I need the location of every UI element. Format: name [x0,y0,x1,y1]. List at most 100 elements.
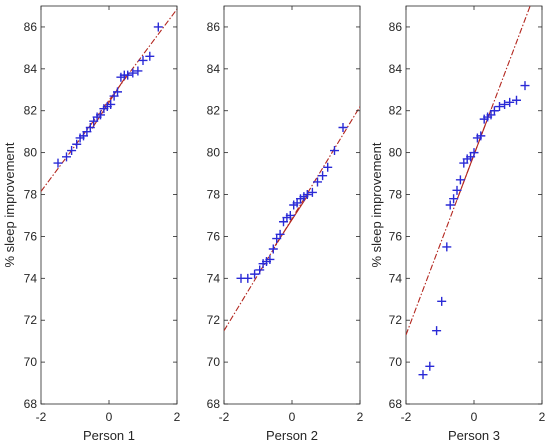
y-tick-label: 82 [389,104,403,118]
y-tick-label: 82 [207,104,221,118]
y-tick-label: 80 [389,146,403,160]
data-point [255,265,265,275]
marks-person-3 [406,6,531,380]
x-tick-label: 2 [174,410,181,424]
y-tick-label: 86 [24,20,38,34]
x-axis-label-person-1: Person 1 [83,428,135,443]
y-tick-label: 74 [389,271,403,285]
data-point [455,175,465,185]
axes-frame-person-1 [40,5,178,405]
x-tick-label: -2 [36,410,47,424]
data-point [338,122,348,132]
y-tick-label: 72 [24,313,38,327]
y-tick-label: 80 [207,146,221,160]
x-tick-label: -2 [219,410,230,424]
data-point [275,229,285,239]
y-tick-label: 84 [389,62,403,76]
data-point [318,171,328,181]
data-point [520,81,530,91]
x-tick-label: -2 [401,410,412,424]
data-point [268,244,278,254]
data-point [153,22,163,32]
y-tick-label: 68 [389,397,403,411]
data-point [106,99,116,109]
y-tick-label: 82 [24,104,38,118]
y-tick-label: 86 [207,20,221,34]
y-tick-label: 68 [207,397,221,411]
data-point [323,162,333,172]
y-tick-label: 74 [207,271,221,285]
y-tick-label: 70 [389,355,403,369]
data-point [512,95,521,105]
fit-line-dashdot [224,106,360,331]
data-point [437,296,447,306]
data-point [128,68,138,78]
data-point [113,87,122,97]
data-point [505,97,515,107]
data-point [476,131,486,141]
ticks-person-1: 68 70 72 74 76 78 80 82 84 86 -2 0 2 [24,6,181,424]
y-tick-label: 68 [24,397,38,411]
data-point [243,273,253,283]
data-point [469,148,479,158]
data-point [425,361,435,371]
y-tick-label: 86 [389,20,403,34]
x-tick-label: 2 [539,410,546,424]
data-point [96,110,105,120]
y-tick-label: 78 [24,188,38,202]
y-tick-label: 78 [207,188,221,202]
y-tick-label: 84 [207,62,221,76]
data-point [330,146,339,156]
x-axis-label-person-2: Person 2 [266,428,318,443]
x-tick-label: 0 [471,410,478,424]
data-point [145,51,155,61]
data-point [138,55,148,65]
data-point [302,190,312,200]
data-point [62,152,71,162]
y-tick-label: 78 [389,188,403,202]
axes-frame-person-3 [405,5,543,405]
data-point [67,146,77,156]
y-tick-label: 70 [207,355,221,369]
data-point [500,99,510,109]
y-tick-label: 80 [24,146,38,160]
data-point [449,194,459,204]
marks-person-1 [41,8,177,192]
y-axis-label-person-3: % sleep improvement [369,142,384,267]
data-point [285,210,295,220]
y-tick-label: 72 [389,313,403,327]
data-point [313,177,322,187]
data-point [250,269,260,279]
ticks-person-3: 68 70 72 74 76 78 80 82 84 86 -2 0 2 [389,6,546,424]
data-point [445,200,455,210]
marks-person-2 [224,106,360,331]
x-axis-label-person-3: Person 3 [448,428,500,443]
data-point [53,158,63,168]
x-tick-label: 0 [106,410,113,424]
y-tick-label: 74 [24,271,38,285]
data-point [72,139,82,149]
fit-line-dashdot [41,8,177,192]
subplot-person-3: 68 70 72 74 76 78 80 82 84 86 -2 0 2 Person 3 % slee… [369,5,546,443]
y-axis-label-person-1: % sleep improvement [2,142,17,267]
y-tick-label: 76 [24,229,38,243]
x-tick-label: 2 [357,410,364,424]
y-tick-label: 84 [24,62,38,76]
y-tick-label: 76 [389,229,403,243]
data-point [307,187,317,197]
data-point [489,106,499,116]
y-tick-label: 72 [207,313,221,327]
data-point [123,70,133,80]
y-tick-label: 76 [207,229,221,243]
x-tick-label: 0 [289,410,296,424]
subplot-person-1: 68 70 72 74 76 78 80 82 84 86 -2 0 2 Person 1 % slee… [2,5,181,443]
data-point [418,370,428,380]
ticks-person-2: 68 70 72 74 76 78 80 82 84 86 -2 0 2 [207,6,364,424]
data-point [85,122,95,132]
y-tick-label: 70 [24,355,38,369]
data-point [495,102,504,112]
data-point [442,242,452,252]
data-point [133,66,143,76]
data-point [432,326,442,336]
